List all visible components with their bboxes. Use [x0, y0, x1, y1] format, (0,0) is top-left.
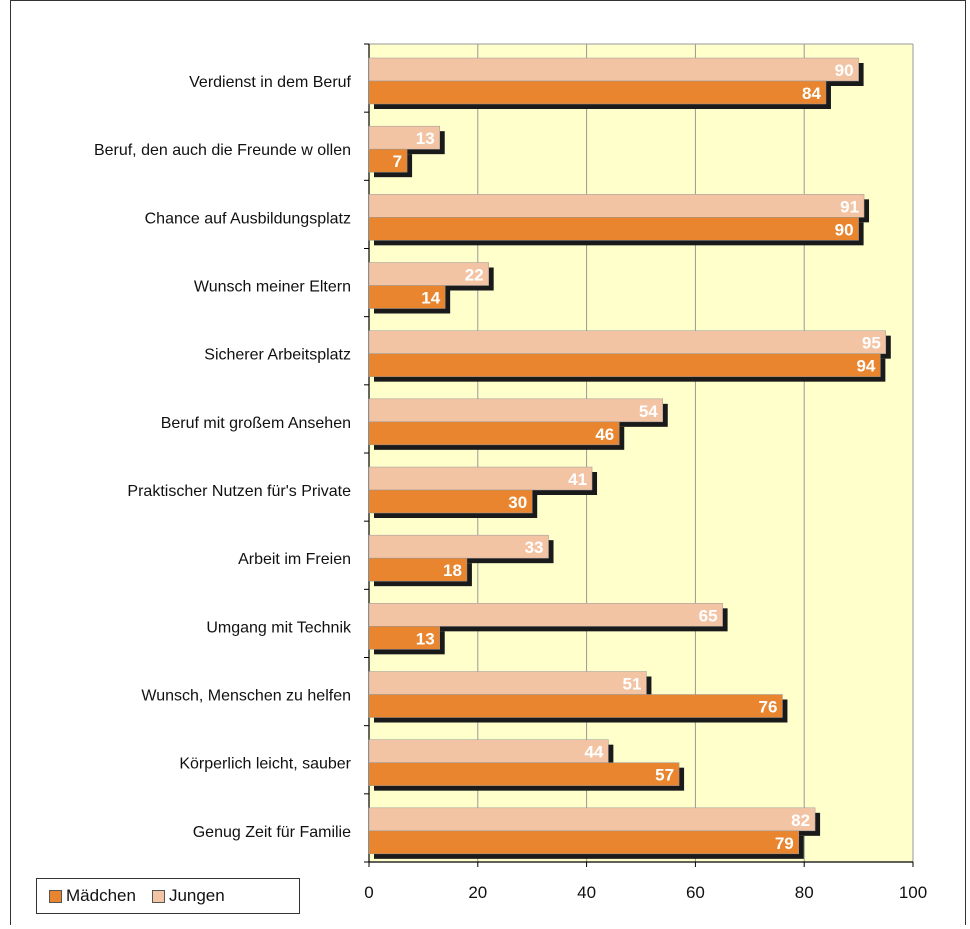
chart-frame [10, 0, 966, 925]
data-label-maedchen: 46 [595, 425, 614, 444]
data-label-maedchen: 90 [835, 220, 854, 239]
data-label-jungen: 13 [416, 129, 435, 148]
category-label: Beruf, den auch die Freunde w ollen [94, 142, 351, 159]
x-tick-label: 40 [577, 883, 596, 902]
bar-jungen [368, 194, 865, 218]
x-tick-label: 100 [899, 883, 927, 902]
data-label-jungen: 65 [699, 606, 718, 625]
bar-maedchen [368, 557, 468, 582]
bar-maedchen [368, 830, 800, 855]
bar-jungen [368, 534, 549, 559]
data-label-maedchen: 7 [393, 152, 402, 171]
bar-maedchen [368, 285, 446, 309]
x-tick-label: 80 [795, 883, 814, 902]
x-tick-label: 20 [468, 883, 487, 902]
data-label-jungen: 22 [465, 266, 484, 285]
bar-maedchen [368, 626, 440, 650]
data-label-maedchen: 14 [421, 289, 440, 308]
legend-swatch-jungen [151, 889, 165, 903]
data-label-jungen: 95 [862, 334, 881, 353]
data-label-jungen: 54 [639, 402, 658, 421]
category-label: Genug Zeit für Familie [193, 824, 351, 841]
data-label-jungen: 91 [840, 197, 859, 216]
bar-maedchen [368, 489, 533, 514]
bar-maedchen [368, 762, 680, 786]
category-label: Sicherer Arbeitsplatz [204, 347, 351, 364]
bar-maedchen [368, 421, 620, 446]
data-label-jungen: 51 [623, 675, 642, 694]
legend-item-jungen: Jungen [151, 886, 225, 906]
category-label: Körperlich leicht, sauber [179, 756, 351, 773]
legend-swatch-maedchen [49, 889, 62, 903]
category-label: Wunsch, Menschen zu helfen [141, 688, 351, 705]
legend: Mädchen Jungen [36, 878, 300, 914]
data-label-maedchen: 18 [443, 561, 462, 580]
category-label: Umgang mit Technik [206, 619, 352, 636]
data-label-maedchen: 84 [802, 84, 821, 103]
bar-jungen [368, 807, 816, 832]
bar-jungen [368, 466, 593, 491]
legend-label-jungen: Jungen [168, 886, 225, 905]
data-label-jungen: 41 [568, 470, 587, 489]
category-label: Praktischer Nutzen für's Private [127, 483, 351, 500]
category-label: Verdienst in dem Beruf [189, 74, 351, 91]
legend-item-maedchen: Mädchen [49, 886, 136, 906]
data-label-maedchen: 79 [775, 834, 794, 853]
category-label: Beruf mit großem Ansehen [161, 415, 351, 432]
data-label-maedchen: 13 [416, 629, 435, 648]
data-label-maedchen: 30 [508, 493, 527, 512]
bar-jungen [368, 330, 887, 354]
data-label-jungen: 44 [584, 743, 603, 762]
data-label-maedchen: 94 [856, 357, 875, 376]
bar-maedchen [368, 148, 408, 173]
bar-maedchen [368, 353, 881, 377]
category-label: Wunsch meiner Eltern [194, 279, 351, 296]
legend-label-maedchen: Mädchen [66, 886, 136, 905]
plot-area [369, 44, 913, 862]
bar-jungen [368, 57, 859, 82]
bar-jungen [368, 398, 664, 423]
data-label-maedchen: 57 [655, 766, 674, 785]
data-label-maedchen: 76 [759, 698, 778, 717]
bar-maedchen [368, 80, 827, 105]
data-label-jungen: 82 [791, 811, 810, 830]
data-label-jungen: 90 [835, 61, 854, 80]
bar-maedchen [368, 217, 859, 241]
data-label-jungen: 33 [525, 538, 544, 557]
category-label: Arbeit im Freien [238, 551, 351, 568]
bar-jungen [368, 739, 609, 763]
bar-jungen [368, 603, 723, 627]
bar-maedchen [368, 694, 783, 718]
category-label: Chance auf Ausbildungsplatz [145, 210, 351, 227]
bar-jungen [368, 671, 647, 695]
x-tick-label: 60 [686, 883, 705, 902]
x-tick-label: 0 [364, 883, 373, 902]
